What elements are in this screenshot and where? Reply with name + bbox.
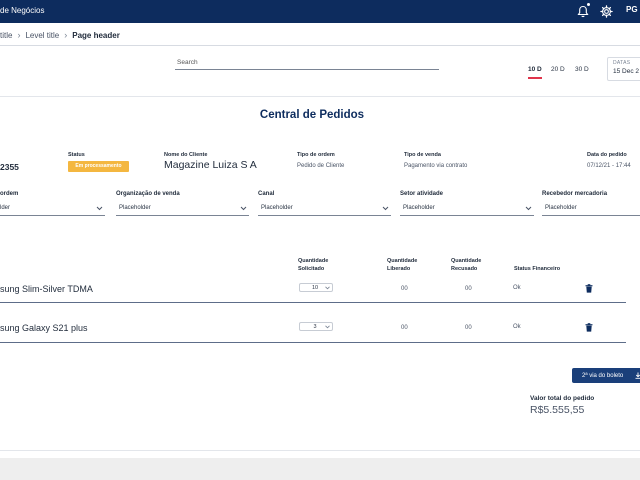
order-date-value: 07/12/21 - 17:44 xyxy=(587,163,631,169)
range-30d[interactable]: 30 D xyxy=(575,66,589,73)
filter-value: lder xyxy=(0,205,11,211)
filter-label-recebedor: Recebedor mercadoria xyxy=(542,191,608,197)
qty-released-value: 00 xyxy=(401,286,408,292)
filter-value: Placeholder xyxy=(261,205,293,211)
filter-label-canal: Canal xyxy=(258,191,275,197)
footer xyxy=(0,458,640,480)
chevron-down-icon xyxy=(382,206,389,211)
filter-value: Placeholder xyxy=(403,205,435,211)
filter-select-recebedor[interactable]: Placeholder xyxy=(542,202,640,216)
chevron-down-icon xyxy=(96,206,103,211)
page-title: Central de Pedidos xyxy=(259,109,365,121)
filter-select-canal[interactable]: Placeholder xyxy=(258,202,391,216)
order-type-value: Pedido de Cliente xyxy=(297,163,345,169)
chevron-down-icon xyxy=(525,206,532,211)
sale-type-label: Tipo de venda xyxy=(404,152,441,158)
financial-status-value: Ok xyxy=(513,324,521,330)
chevron-right-icon: › xyxy=(17,30,21,40)
avatar[interactable]: PG xyxy=(626,5,638,14)
top-bar: de Negócios PG xyxy=(0,0,640,23)
status-label: Status xyxy=(68,152,85,158)
trash-icon[interactable] xyxy=(585,284,593,293)
order-number: 2355 xyxy=(0,162,19,172)
chevron-down-icon xyxy=(325,286,330,290)
quantity-select[interactable]: 3 xyxy=(299,322,333,331)
quantity-value: 10 xyxy=(311,285,319,291)
chevron-down-icon xyxy=(325,325,330,329)
quantity-value: 3 xyxy=(313,324,317,330)
date-picker-label: DATAS xyxy=(613,60,631,66)
header-financial-status: Status Financeiro xyxy=(514,266,561,272)
header-qty-released: Quantidade Liberado xyxy=(387,258,418,272)
notification-dot xyxy=(587,3,590,6)
total-label: Valor total do pedido xyxy=(530,395,595,402)
breadcrumb-current: Page header xyxy=(72,30,120,40)
total-value: R$5.555,55 xyxy=(530,404,585,416)
filter-select-ordem[interactable]: lder xyxy=(0,202,105,216)
section-divider xyxy=(0,96,640,97)
range-active-indicator xyxy=(528,77,542,79)
date-picker-value: 15 Dec 2 xyxy=(613,68,640,75)
range-10d[interactable]: 10 D xyxy=(528,66,542,73)
chevron-right-icon: › xyxy=(64,30,68,40)
filter-value: Placeholder xyxy=(119,205,151,211)
breadcrumb: title › Level title › Page header xyxy=(0,30,120,40)
notification-bell-icon[interactable] xyxy=(577,5,589,18)
order-date-label: Data do pedido xyxy=(587,152,627,158)
breadcrumb-divider xyxy=(0,45,640,46)
client-label: Nome do Cliente xyxy=(164,152,208,158)
sale-type-value: Pagamento via contrato xyxy=(404,163,468,169)
quantity-select[interactable]: 10 xyxy=(299,283,333,292)
search-input[interactable] xyxy=(175,56,439,70)
client-name: Magazine Luiza S A xyxy=(164,159,257,171)
product-name: sung Galaxy S21 plus xyxy=(0,323,88,333)
breadcrumb-item-2[interactable]: Level title xyxy=(25,30,60,40)
row-divider xyxy=(0,342,626,343)
filter-label-setor: Setor atividade xyxy=(400,191,444,197)
chevron-down-icon xyxy=(240,206,247,211)
status-badge: Em processamento xyxy=(68,161,129,172)
filter-select-org-venda[interactable]: Placeholder xyxy=(116,202,249,216)
boleto-button[interactable]: 2ª via do boleto xyxy=(572,368,640,383)
trash-icon[interactable] xyxy=(585,323,593,332)
print-icon xyxy=(635,372,640,379)
filter-select-setor[interactable]: Placeholder xyxy=(400,202,534,216)
qty-released-value: 00 xyxy=(401,325,408,331)
footer-divider xyxy=(0,450,640,451)
qty-refused-value: 00 xyxy=(465,325,472,331)
gear-icon[interactable] xyxy=(600,5,613,18)
app-title: de Negócios xyxy=(0,6,45,15)
filter-label-org-venda: Organização de venda xyxy=(116,191,180,197)
header-qty-requested: Quantidade Solicitado xyxy=(298,258,329,272)
filter-value: Placeholder xyxy=(545,205,577,211)
header-qty-refused: Quantidade Recusado xyxy=(451,258,482,272)
product-name: sung Slim-Silver TDMA xyxy=(0,284,93,294)
date-picker[interactable] xyxy=(607,57,640,81)
breadcrumb-item-1[interactable]: title xyxy=(0,30,13,40)
qty-refused-value: 00 xyxy=(465,286,472,292)
financial-status-value: Ok xyxy=(513,285,521,291)
range-20d[interactable]: 20 D xyxy=(551,66,565,73)
row-divider xyxy=(0,302,626,303)
order-type-label: Tipo de ordem xyxy=(297,152,335,158)
filter-label-ordem: ordem xyxy=(0,191,19,197)
